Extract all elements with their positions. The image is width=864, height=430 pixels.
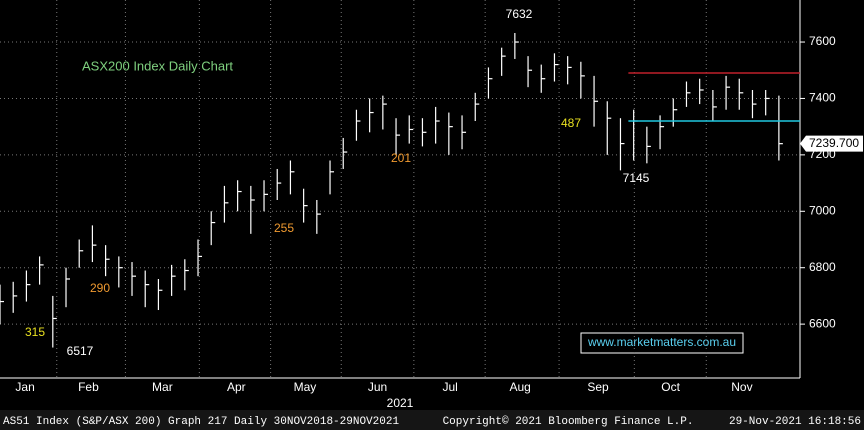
y-tick-label: 7000 <box>809 203 836 217</box>
watermark-box <box>580 332 744 354</box>
y-tick-label: 7600 <box>809 34 836 48</box>
annotation: 7632 <box>506 7 533 21</box>
last-price-label: 7239.700 <box>809 136 859 150</box>
footer-center: Copyright© 2021 Bloomberg Finance L.P. <box>443 416 694 428</box>
x-tick-label: Oct <box>661 380 680 394</box>
chart-title: ASX200 Index Daily Chart <box>82 58 233 73</box>
x-tick-label: Jun <box>368 380 387 394</box>
x-tick-label: Jan <box>15 380 34 394</box>
footer-left: AS51 Index (S&P/ASX 200) Graph 217 Daily… <box>3 416 399 428</box>
x-tick-label: Nov <box>731 380 752 394</box>
x-tick-label: Apr <box>227 380 246 394</box>
x-tick-label: Mar <box>152 380 173 394</box>
annotation: 290 <box>90 281 110 295</box>
x-tick-label: May <box>294 380 317 394</box>
x-tick-label: Jul <box>442 380 457 394</box>
annotation: 315 <box>25 325 45 339</box>
watermark: www.marketmatters.com.au <box>587 335 736 349</box>
last-price-tag <box>800 135 863 152</box>
annotation: 255 <box>274 221 294 235</box>
annotation: 7145 <box>623 171 650 185</box>
y-tick-label: 7400 <box>809 91 836 105</box>
annotation: 487 <box>561 116 581 130</box>
footer-right: 29-Nov-2021 16:18:56 <box>729 416 861 428</box>
x-tick-label: Feb <box>78 380 99 394</box>
year-label: 2021 <box>387 396 414 410</box>
x-tick-label: Aug <box>509 380 530 394</box>
y-tick-label: 6600 <box>809 316 836 330</box>
footer-bar <box>0 410 864 430</box>
x-tick-label: Sep <box>587 380 609 394</box>
annotation: 6517 <box>67 344 94 358</box>
y-tick-label: 6800 <box>809 260 836 274</box>
annotation: 201 <box>391 151 411 165</box>
